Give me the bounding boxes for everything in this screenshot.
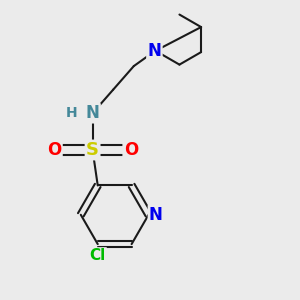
Text: H: H: [66, 106, 78, 120]
Text: N: N: [148, 42, 161, 60]
Text: O: O: [124, 141, 138, 159]
Text: O: O: [47, 141, 62, 159]
Text: N: N: [85, 104, 100, 122]
Text: N: N: [149, 206, 163, 224]
Text: S: S: [86, 141, 99, 159]
Text: Cl: Cl: [90, 248, 106, 263]
